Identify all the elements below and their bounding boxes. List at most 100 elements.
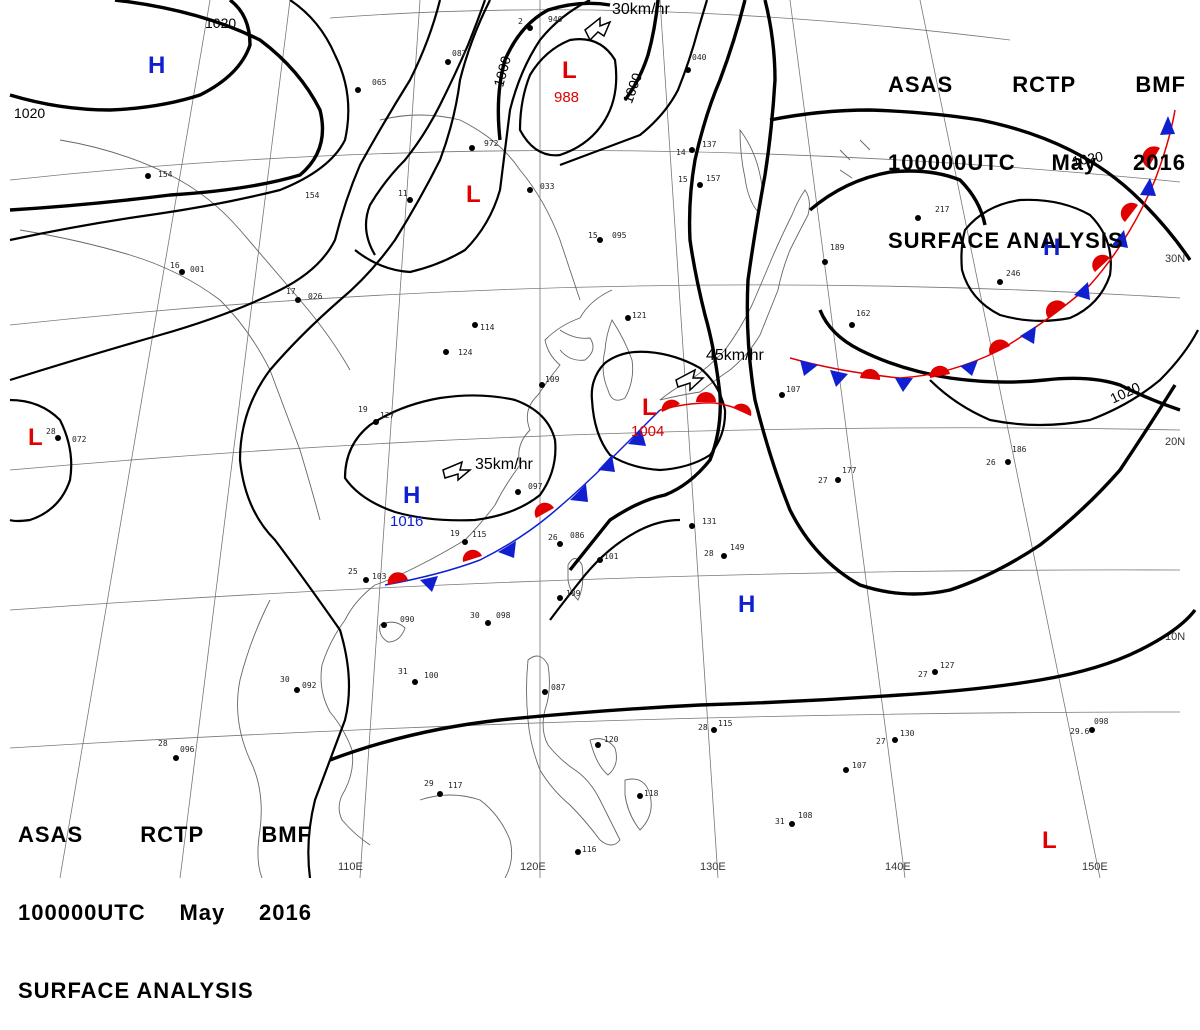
svg-text:19: 19	[450, 529, 460, 538]
svg-text:16: 16	[170, 261, 180, 270]
header-title: SURFACE ANALYSIS	[18, 978, 254, 1003]
station-plot: 131	[689, 517, 717, 529]
svg-text:086: 086	[570, 531, 585, 540]
header-time: 100000UTC	[888, 150, 1016, 175]
header-line-1: ASAS RCTP BMF	[18, 822, 312, 848]
svg-text:115: 115	[718, 719, 733, 728]
station-plot: 2 940	[518, 15, 563, 31]
svg-text:116: 116	[582, 845, 597, 854]
svg-text:001: 001	[190, 265, 205, 274]
stationary-front-line	[789, 109, 1176, 379]
low-center: L	[562, 57, 577, 84]
station-plot: 118	[637, 789, 659, 799]
svg-text:27: 27	[818, 476, 828, 485]
station-plot: 28 072	[46, 427, 87, 444]
svg-text:28: 28	[704, 549, 714, 558]
fronts	[384, 109, 1176, 592]
station-plot: 28 115	[698, 719, 733, 733]
low-center: L	[28, 424, 43, 451]
svg-text:31: 31	[775, 817, 785, 826]
station-plot: 19 115	[450, 529, 487, 545]
svg-text:115: 115	[472, 530, 487, 539]
station-plot: 189	[822, 243, 845, 265]
svg-text:131: 131	[702, 517, 717, 526]
header-bottom-left: ASAS RCTP BMF 100000UTC May 2016 SURFACE…	[18, 770, 312, 1030]
svg-text:157: 157	[706, 174, 721, 183]
svg-text:27: 27	[918, 670, 928, 679]
isobar-label: 1020	[14, 105, 45, 121]
svg-text:154: 154	[305, 191, 320, 200]
pressure-centers: L 988 L H H L H 1016 L 1004 H L	[28, 52, 1060, 854]
svg-text:103: 103	[372, 572, 387, 581]
station-plot: 27 130	[876, 729, 915, 746]
svg-text:127: 127	[940, 661, 955, 670]
svg-text:154: 154	[158, 170, 173, 179]
motion-label: 45km/hr	[706, 347, 764, 364]
motion-label: 35km/hr	[475, 456, 533, 473]
svg-text:114: 114	[480, 323, 495, 332]
header-month: May	[1051, 150, 1098, 175]
station-plot: 30 092	[280, 675, 317, 693]
station-plot: 14 137	[676, 140, 717, 157]
header-line-2: 100000UTC May 2016	[18, 900, 312, 926]
motion-arrow-icon	[675, 368, 705, 392]
svg-text:130: 130	[900, 729, 915, 738]
station-plot: 31 108	[775, 811, 813, 827]
station-plot: 17 026	[286, 287, 323, 303]
high-center: H	[738, 591, 755, 618]
station-plot: 28 096	[158, 739, 195, 761]
svg-text:186: 186	[1012, 445, 1027, 454]
station-plot: 217	[915, 205, 950, 221]
svg-text:19: 19	[358, 405, 368, 414]
coastlines	[19, 114, 871, 878]
station-plot: 090	[381, 615, 415, 628]
cold-front-line	[384, 409, 661, 586]
station-plot: 972	[469, 139, 499, 151]
header-issuer: BMF	[1135, 72, 1186, 97]
header-station: RCTP	[1012, 72, 1077, 97]
isobars: 1020 1020 1000 1000 1020 1020	[9, 0, 1199, 878]
isobar-label: 1020	[1071, 148, 1105, 169]
station-plot: 26 086	[548, 531, 585, 547]
svg-text:120: 120	[604, 735, 619, 744]
svg-text:26: 26	[986, 458, 996, 467]
svg-text:162: 162	[856, 309, 871, 318]
lon-label-120e: 120E	[520, 861, 546, 873]
svg-text:2: 2	[518, 17, 523, 26]
svg-text:065: 065	[372, 78, 387, 87]
isobar-label: 1000	[490, 54, 514, 88]
header-station: RCTP	[140, 822, 205, 847]
svg-text:15: 15	[588, 231, 598, 240]
lon-label-130e: 130E	[700, 861, 726, 873]
station-plot: 121	[625, 311, 647, 321]
low-pressure-value: 1004	[631, 423, 664, 440]
svg-text:149: 149	[730, 543, 745, 552]
station-plot: 109	[539, 375, 560, 388]
high-center: H	[403, 482, 420, 509]
station-plot: 31 100	[398, 667, 439, 685]
graticule: 30N 20N 10N 110E 120E 130E 140E 150E	[9, 0, 1185, 878]
station-plot: 114	[472, 322, 495, 332]
station-plot: 246	[997, 269, 1021, 285]
station-plot: 120	[595, 735, 619, 748]
svg-text:940: 940	[548, 15, 563, 24]
svg-text:100: 100	[424, 671, 439, 680]
svg-text:28: 28	[158, 739, 168, 748]
svg-text:108: 108	[798, 811, 813, 820]
svg-text:189: 189	[830, 243, 845, 252]
low-center: L	[466, 181, 481, 208]
station-plot: 065	[355, 78, 387, 93]
svg-text:14: 14	[676, 148, 686, 157]
station-plot: 27 127	[918, 661, 955, 679]
motion-arrow-icon	[442, 460, 473, 482]
high-center: H	[148, 52, 165, 79]
header-year: 2016	[259, 900, 312, 925]
svg-text:117: 117	[448, 781, 463, 790]
svg-text:107: 107	[786, 385, 801, 394]
warm-front-semicircles	[387, 146, 1160, 585]
station-plot: 033	[527, 182, 555, 193]
header-time: 100000UTC	[18, 900, 146, 925]
station-plot: 097	[515, 482, 543, 495]
svg-text:090: 090	[400, 615, 415, 624]
